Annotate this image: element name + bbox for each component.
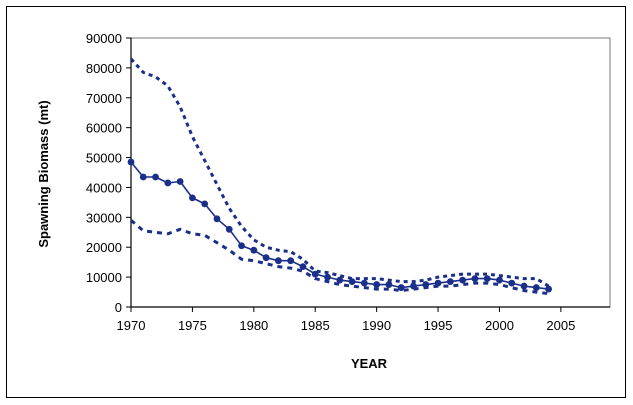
x-tick-label: 2005 (546, 318, 575, 333)
data-point (164, 179, 172, 187)
plot-border (130, 37, 611, 308)
series-line-dashed-upper (129, 57, 550, 288)
x-tick-label: 2000 (485, 318, 514, 333)
data-point (496, 276, 503, 284)
data-point (336, 276, 344, 284)
data-point (274, 257, 282, 265)
y-tick-label: 70000 (86, 91, 122, 106)
y-tick-label: 80000 (86, 61, 122, 76)
y-tick-label: 90000 (86, 31, 122, 46)
data-point (299, 263, 307, 271)
y-axis-title: Spawning Biomass (mt) (36, 100, 51, 247)
y-tick-label: 10000 (86, 270, 122, 285)
data-point (324, 273, 331, 281)
series-line-solid-markers (130, 161, 549, 290)
data-point (127, 158, 135, 166)
data-point (262, 254, 270, 262)
data-point (176, 178, 184, 185)
y-tick-label: 20000 (86, 240, 122, 255)
data-point (508, 279, 516, 287)
data-point (213, 215, 221, 223)
x-tick-label: 1970 (117, 318, 146, 333)
x-tick-label: 1975 (178, 318, 207, 333)
y-tick-label: 30000 (86, 210, 122, 225)
data-point (360, 279, 368, 287)
spawning-biomass-chart: 0 10000 20000 30000 40000 50000 60000 70000 8000… (36, 31, 611, 371)
data-point (446, 278, 454, 285)
y-tick-label: 40000 (86, 180, 122, 195)
data-point (532, 284, 540, 291)
data-point (189, 194, 196, 202)
data-point (545, 285, 552, 293)
data-point (287, 257, 295, 265)
data-point (250, 246, 258, 254)
data-point (520, 282, 528, 290)
x-tick-label: 1990 (362, 318, 391, 333)
y-tick-label: 60000 (86, 121, 122, 136)
data-point (139, 173, 147, 181)
data-point (238, 242, 245, 250)
data-point (483, 275, 491, 283)
data-point (152, 173, 159, 181)
data-point (434, 279, 442, 287)
chart-frame: 0 10000 20000 30000 40000 50000 60000 70000 8000… (6, 6, 626, 398)
x-tick-label: 1995 (424, 318, 453, 333)
y-tick-label: 50000 (86, 151, 122, 166)
data-point (201, 200, 209, 208)
data-point (348, 278, 356, 285)
x-tick-label: 1985 (301, 318, 330, 333)
y-tick-label: 0 (115, 300, 122, 315)
data-point (385, 281, 393, 288)
x-tick-label: 1980 (239, 318, 268, 333)
data-point (225, 225, 233, 233)
x-axis-title: YEAR (351, 356, 388, 371)
data-point (373, 281, 381, 288)
data-point (471, 275, 479, 283)
data-point (397, 284, 405, 291)
data-point (459, 276, 467, 284)
plot-area: 0 10000 20000 30000 40000 50000 60000 70000 8000… (86, 31, 611, 333)
